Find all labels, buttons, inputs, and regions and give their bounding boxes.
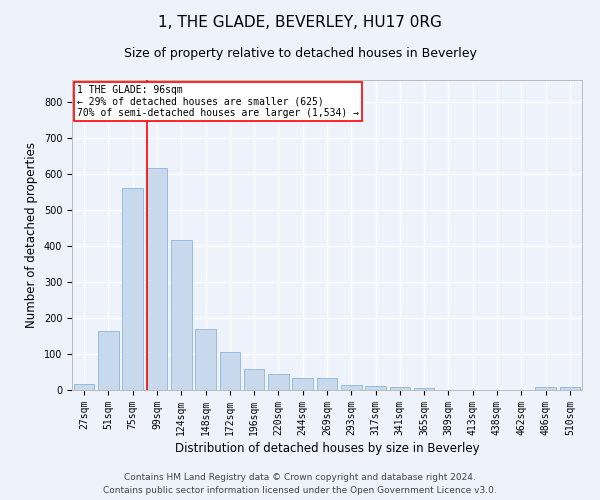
Bar [341,384,362,390]
Bar [244,370,265,390]
Bar [146,168,167,390]
Bar [268,374,289,390]
Bar [560,388,580,390]
Text: Contains HM Land Registry data © Crown copyright and database right 2024.
Contai: Contains HM Land Registry data © Crown c… [103,474,497,495]
Bar [74,384,94,390]
Bar [220,352,240,390]
Bar [171,240,191,390]
X-axis label: Distribution of detached houses by size in Beverley: Distribution of detached houses by size … [175,442,479,455]
Text: 1, THE GLADE, BEVERLEY, HU17 0RG: 1, THE GLADE, BEVERLEY, HU17 0RG [158,15,442,30]
Bar [414,388,434,390]
Text: 1 THE GLADE: 96sqm
← 29% of detached houses are smaller (625)
70% of semi-detach: 1 THE GLADE: 96sqm ← 29% of detached hou… [77,84,359,118]
Bar [365,386,386,390]
Bar [535,388,556,390]
Bar [389,388,410,390]
Bar [292,378,313,390]
Text: Size of property relative to detached houses in Beverley: Size of property relative to detached ho… [124,48,476,60]
Bar [195,328,216,390]
Bar [122,188,143,390]
Y-axis label: Number of detached properties: Number of detached properties [25,142,38,328]
Bar [317,378,337,390]
Bar [98,331,119,390]
